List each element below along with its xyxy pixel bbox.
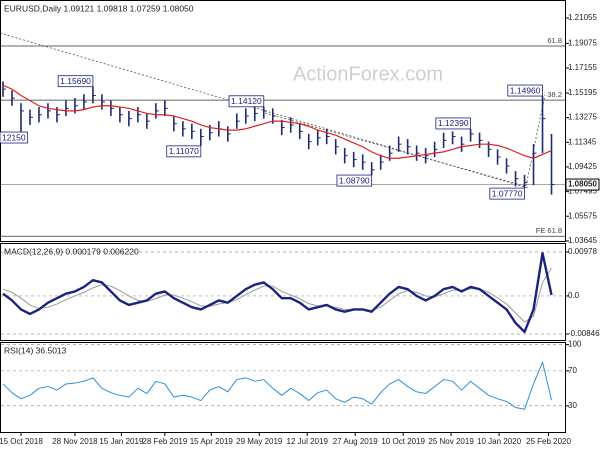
y-tick-label: 1.03645 (568, 236, 597, 245)
x-tick-label: 28 Feb 2019 (142, 437, 187, 446)
x-tick-label: 25 Feb 2020 (526, 437, 571, 446)
panel-frame (0, 243, 566, 341)
y-tick-label: 100 (568, 340, 582, 349)
annotation-box (166, 145, 202, 158)
y-tick-label: 1.09425 (568, 162, 597, 171)
annotation-box (435, 117, 471, 130)
annotation: 1.12390 (435, 117, 471, 130)
annotation: 1.11070 (166, 145, 202, 158)
y-tick-label: 1.05575 (568, 211, 597, 220)
annotation-label: 1.12390 (438, 118, 469, 128)
annotation: 12150 (0, 131, 29, 144)
annotation: 1.14960 (507, 84, 543, 97)
annotation-box (228, 95, 265, 108)
x-tick-label: 28 Nov 2018 (52, 437, 98, 446)
watermark: ActionForex.com (293, 63, 443, 85)
y-tick-label: 1.13275 (568, 113, 597, 122)
annotation-label: 1.08790 (339, 175, 370, 185)
x-tick-label: 10 Oct 2019 (381, 437, 425, 446)
annotation-box (336, 174, 373, 187)
y-tick-label: 70 (568, 366, 577, 375)
x-tick-label: 27 Aug 2019 (333, 437, 378, 446)
panel-frame (0, 0, 566, 242)
y-tick-label: 1.17155 (568, 63, 597, 72)
annotation-box (489, 187, 525, 200)
panel-frame (0, 342, 566, 433)
y-tick-label: 0.00978 (568, 247, 597, 256)
x-tick-label: 15 Apr 2019 (190, 437, 234, 446)
x-tick-label: 29 May 2019 (236, 437, 283, 446)
annotation-label: 12150 (2, 132, 26, 142)
y-tick-label: 0.0 (568, 291, 580, 300)
y-tick-label: 1.07495 (568, 187, 597, 196)
panel-title: RSI(14) 36.5013 (4, 345, 67, 355)
y-tick-label: -0.008464 (568, 329, 600, 338)
annotation-label: 1.14120 (231, 96, 262, 106)
x-tick-label: 10 Jan 2020 (477, 437, 522, 446)
level-label: 61.8 (547, 36, 562, 45)
annotation-box (0, 131, 29, 144)
level-label: 38.2 (547, 90, 562, 99)
trend-line (264, 112, 526, 187)
x-tick-label: 15 Oct 2018 (0, 437, 43, 446)
y-tick-label: 1.15195 (568, 88, 597, 97)
series-line (2, 84, 552, 159)
y-tick-label: 1.21055 (568, 13, 597, 22)
level-label: FE 61.8 (536, 226, 562, 235)
panel-title: EURUSD,Daily 1.09121 1.09818 1.07259 1.0… (4, 3, 194, 13)
annotation: 1.08790 (336, 174, 373, 187)
x-tick-label: 12 Jul 2019 (287, 437, 329, 446)
annotation-box (507, 84, 543, 97)
annotation: 1.07770 (489, 187, 525, 200)
annotation-label: 1.14960 (510, 85, 541, 95)
x-tick-label: 15 Jan 2019 (99, 437, 144, 446)
y-tick-label: 30 (568, 401, 577, 410)
annotation: 1.15690 (57, 75, 94, 88)
annotation-label: 1.15690 (60, 76, 91, 86)
series-line (2, 361, 552, 410)
panel-title: MACD(12,26,9) 0.000179 0.006220 (4, 246, 139, 256)
x-tick-label: 25 Nov 2019 (428, 437, 474, 446)
annotation-box (57, 75, 94, 88)
annotation: 1.14120 (228, 95, 265, 108)
current-price-label: 1.08050 (568, 180, 597, 189)
current-price-box (565, 178, 600, 191)
annotation-label: 1.07770 (492, 188, 523, 198)
series-line (2, 252, 553, 334)
y-tick-label: 1.19075 (568, 38, 597, 47)
annotation-label: 1.11070 (169, 146, 199, 156)
y-tick-label: 1.11345 (568, 137, 597, 146)
